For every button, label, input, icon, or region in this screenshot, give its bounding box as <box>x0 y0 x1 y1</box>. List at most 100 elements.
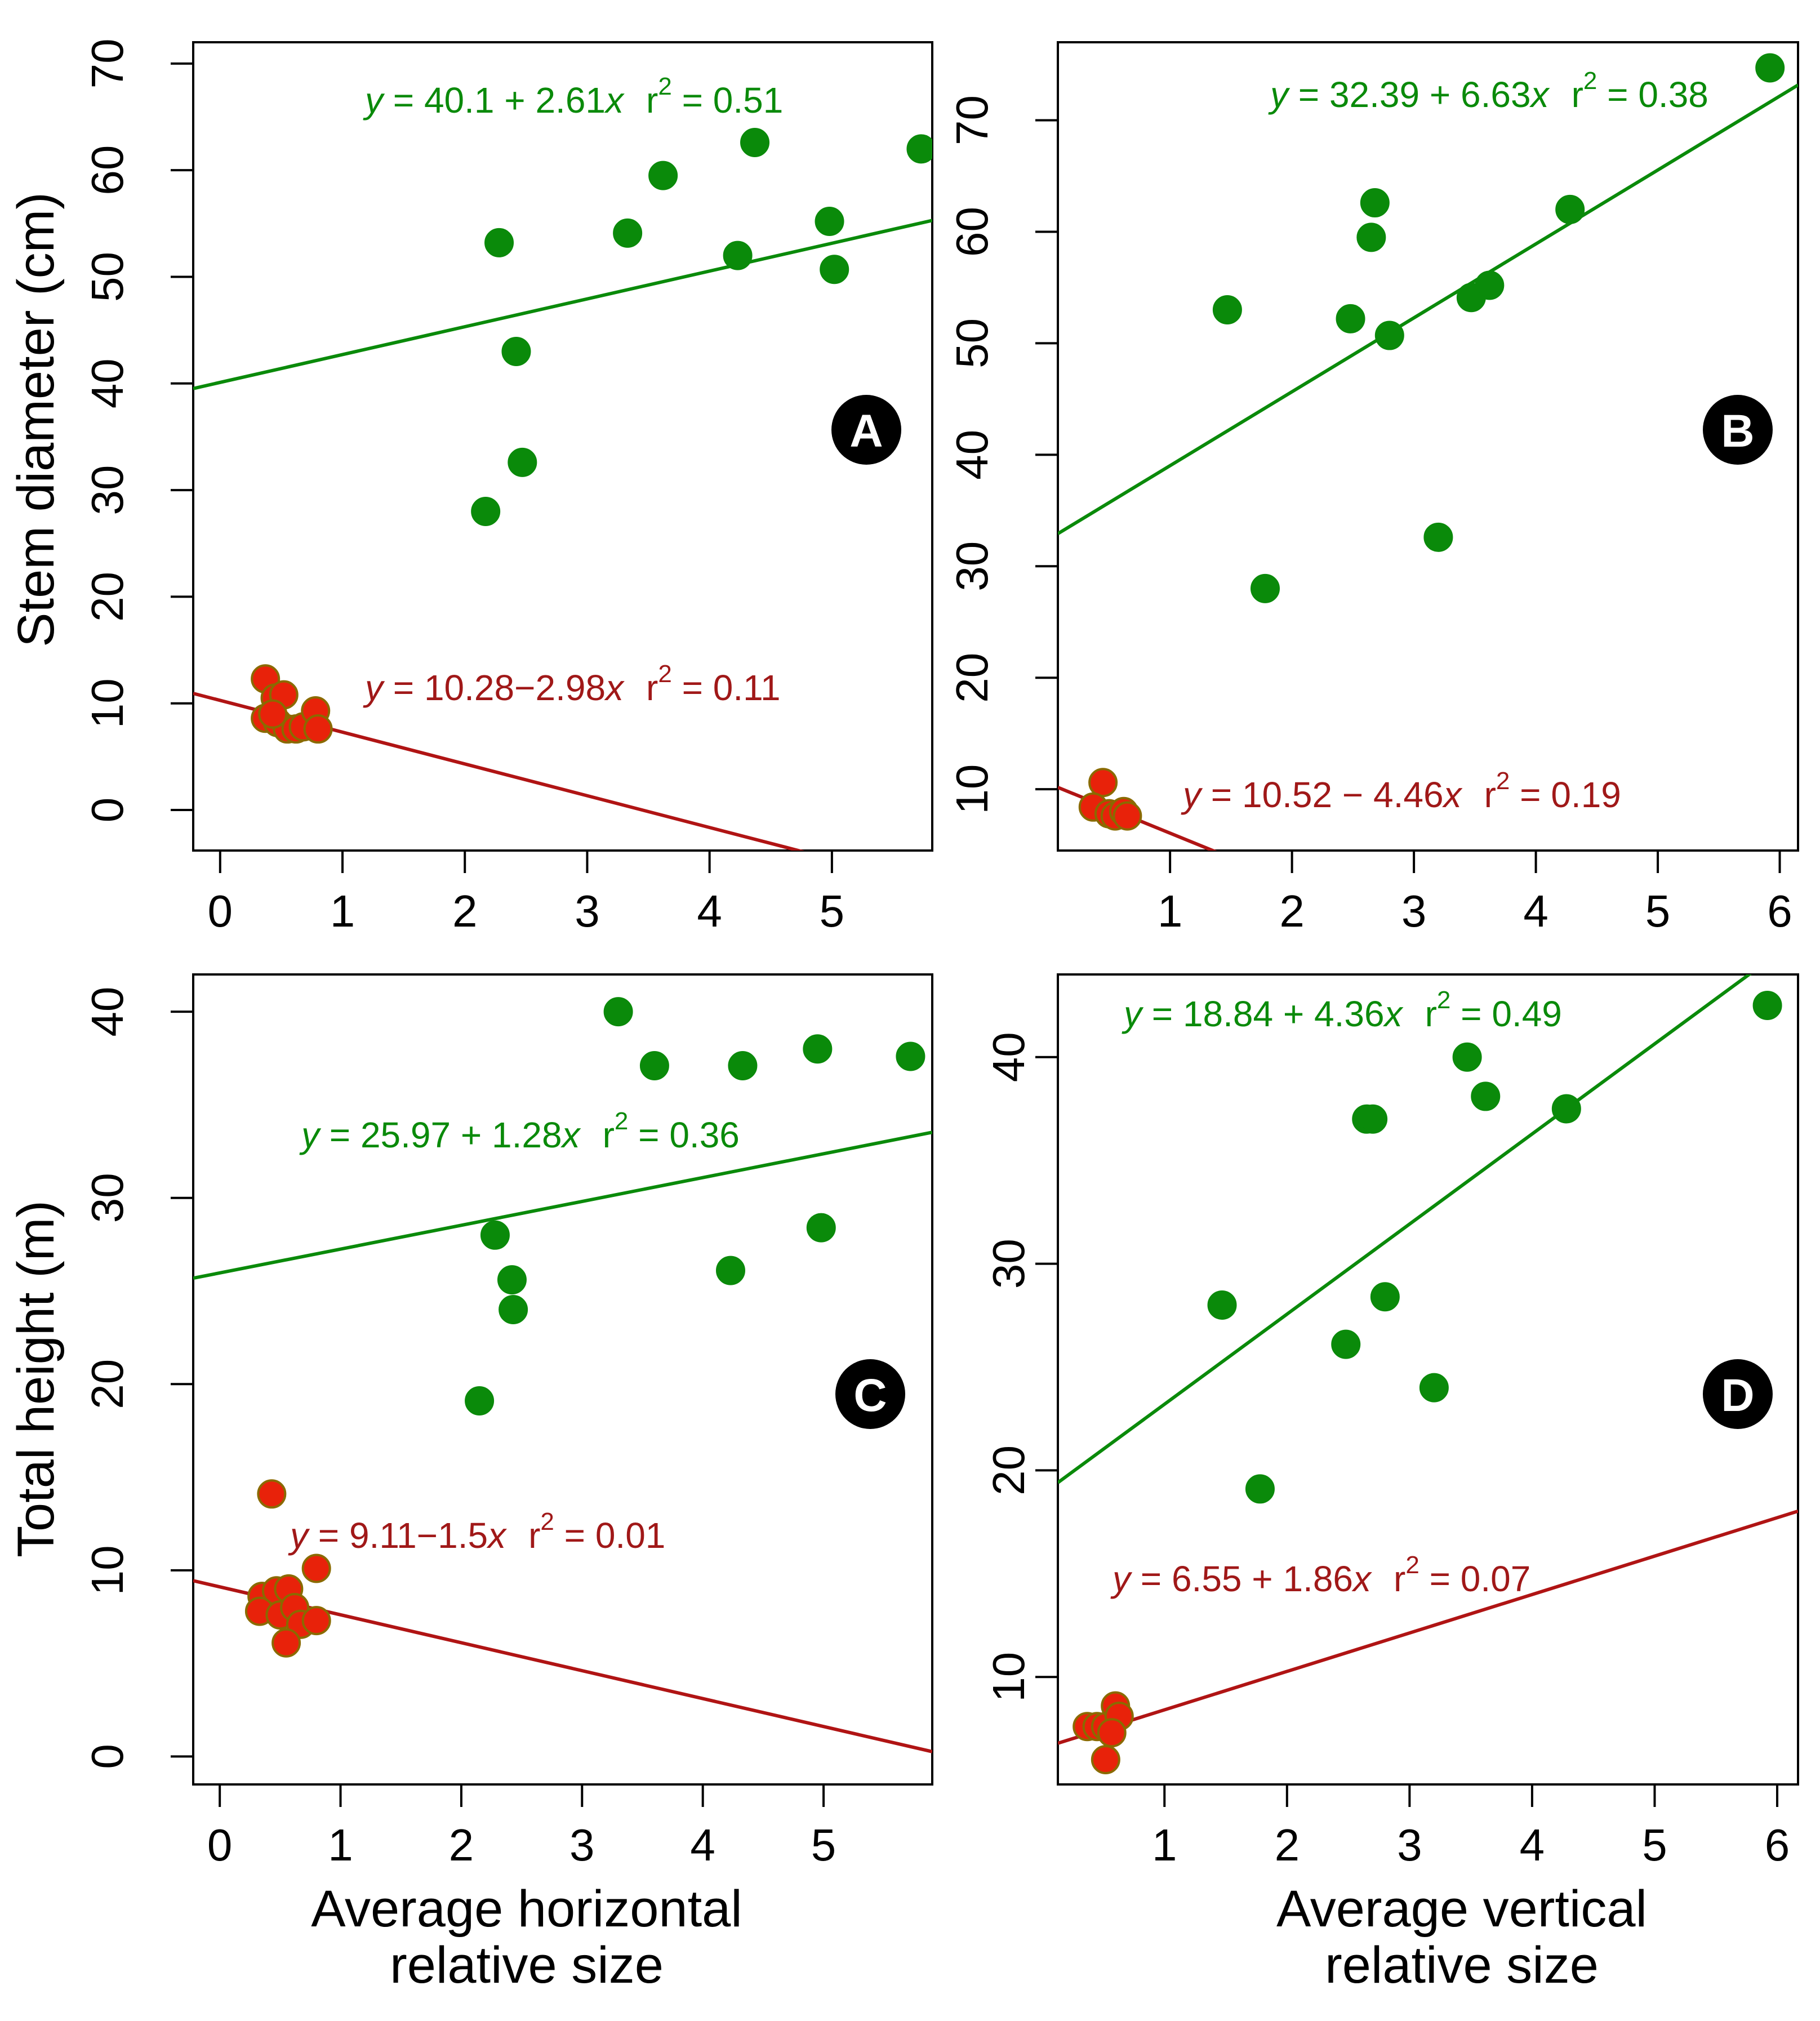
equation-var: x <box>1529 74 1550 115</box>
green-data-point <box>1336 304 1365 333</box>
y-tick-label: 70 <box>947 95 997 145</box>
y-axis-title: Total height (m) <box>7 1200 65 1557</box>
green-data-point <box>803 1034 833 1064</box>
equation-var: x <box>1351 1559 1372 1599</box>
x-tick-label: 1 <box>330 886 355 936</box>
r2-value: = 0.49 <box>1450 994 1562 1034</box>
equation-rhs: = 10.52 − 4.46 <box>1201 774 1444 815</box>
green-data-point <box>603 997 633 1027</box>
equation-var: x <box>604 80 625 121</box>
x-tick-label: 2 <box>1275 1820 1300 1870</box>
red-data-point <box>272 1628 301 1658</box>
equation-var: x <box>1442 774 1463 815</box>
x-tick-label: 2 <box>1279 886 1305 936</box>
green-data-point <box>815 207 844 237</box>
r2-superscript: 2 <box>1405 1551 1419 1579</box>
green-data-point <box>1370 1282 1400 1312</box>
x-tick-label: 3 <box>575 886 600 936</box>
r2-superscript: 2 <box>1496 767 1510 795</box>
equation-rhs: = 10.28−2.98 <box>383 667 606 708</box>
r2-value: = 0.51 <box>672 80 784 121</box>
green-data-point <box>1419 1373 1449 1403</box>
x-tick-label: 1 <box>1152 1820 1177 1870</box>
r2-superscript: 2 <box>658 660 671 688</box>
green-data-point <box>1471 1081 1501 1111</box>
y-tick-label: 10 <box>82 678 132 728</box>
r2-value: = 0.38 <box>1597 74 1708 115</box>
y-tick-label: 60 <box>82 145 132 195</box>
green-data-point <box>1207 1290 1237 1320</box>
y-tick-label: 30 <box>82 465 132 515</box>
x-tick-label: 5 <box>1642 1820 1667 1870</box>
panel-badge <box>1703 1359 1773 1429</box>
green-equation: y = 25.97 + 1.28x r2 = 0.36 <box>299 1107 740 1155</box>
x-tick-label: 0 <box>207 1820 233 1870</box>
green-data-point <box>1212 295 1242 325</box>
red-data-point <box>301 1606 331 1636</box>
green-data-point <box>1356 222 1386 252</box>
r2-label: r <box>603 1115 615 1155</box>
green-data-point <box>728 1050 758 1080</box>
x-tick-label: 3 <box>1397 1820 1422 1870</box>
red-data-point <box>303 714 333 744</box>
equation-var: x <box>486 1515 507 1556</box>
r2-superscript: 2 <box>1583 67 1597 95</box>
r2-label: r <box>1394 1559 1405 1599</box>
r2-superscript: 2 <box>658 73 671 100</box>
y-tick-label: 40 <box>82 358 132 408</box>
equation-lhs: y <box>363 80 385 121</box>
green-data-point <box>471 496 501 526</box>
red-data-point <box>258 699 288 729</box>
equation-lhs: y <box>1122 994 1144 1034</box>
green-data-point <box>465 1386 495 1416</box>
green-regression-line <box>1058 83 1798 536</box>
green-data-point <box>639 1050 669 1080</box>
y-tick-label: 50 <box>947 318 997 368</box>
equation-lhs: y <box>363 667 385 708</box>
equation-lhs: y <box>1181 774 1203 815</box>
plot-area <box>193 127 932 851</box>
x-tick-label: 5 <box>1645 886 1671 936</box>
equation-rhs: = 25.97 + 1.28 <box>319 1115 562 1155</box>
green-data-point <box>613 218 643 248</box>
r2-value: = 0.01 <box>554 1515 666 1556</box>
green-data-point <box>497 1265 527 1295</box>
y-tick-label: 40 <box>82 987 132 1037</box>
r2-label: r <box>528 1515 540 1556</box>
r2-label: r <box>1484 774 1496 815</box>
r2-superscript: 2 <box>1437 986 1450 1014</box>
r2-value: = 0.11 <box>672 667 781 708</box>
equation-rhs: = 9.11−1.5 <box>308 1515 488 1556</box>
green-data-point <box>1555 194 1585 224</box>
panel-badge-letter: C <box>853 1370 887 1421</box>
r2-superscript: 2 <box>615 1107 628 1135</box>
plot-frame <box>192 41 933 852</box>
green-equation: y = 32.39 + 6.63x r2 = 0.38 <box>1268 67 1708 115</box>
green-data-point <box>501 337 531 367</box>
red-equation: y = 10.28−2.98x r2 = 0.11 <box>363 660 781 708</box>
red-equation: y = 9.11−1.5x r2 = 0.01 <box>288 1508 665 1556</box>
plot-frame <box>1057 973 1799 1786</box>
red-data-point <box>1091 1744 1120 1774</box>
plot-area <box>1058 53 1798 851</box>
x-tick-label: 1 <box>1158 886 1183 936</box>
x-tick-label: 3 <box>1401 886 1427 936</box>
chart-panel-b: 1 2 3 4 5 6 10 20 30 40 50 60 70 y = 32.39 + 6.63x r2 … <box>947 41 1799 936</box>
green-data-point <box>1360 188 1390 218</box>
green-data-point <box>1245 1474 1275 1504</box>
green-equation: y = 18.84 + 4.36x r2 = 0.49 <box>1122 986 1562 1034</box>
panel-badge <box>831 395 901 465</box>
green-data-point <box>484 228 514 257</box>
y-tick-label: 20 <box>947 653 997 703</box>
x-tick-label: 1 <box>328 1820 353 1870</box>
y-tick-label: 40 <box>984 1032 1034 1082</box>
x-tick-label: 5 <box>811 1820 836 1870</box>
red-data-point <box>257 1479 287 1509</box>
red-equation: y = 6.55 + 1.86x r2 = 0.07 <box>1110 1551 1530 1599</box>
green-data-point <box>740 127 770 157</box>
r2-value: = 0.36 <box>628 1115 740 1155</box>
red-data-point <box>1113 801 1142 831</box>
plot-area <box>1058 974 1798 1774</box>
